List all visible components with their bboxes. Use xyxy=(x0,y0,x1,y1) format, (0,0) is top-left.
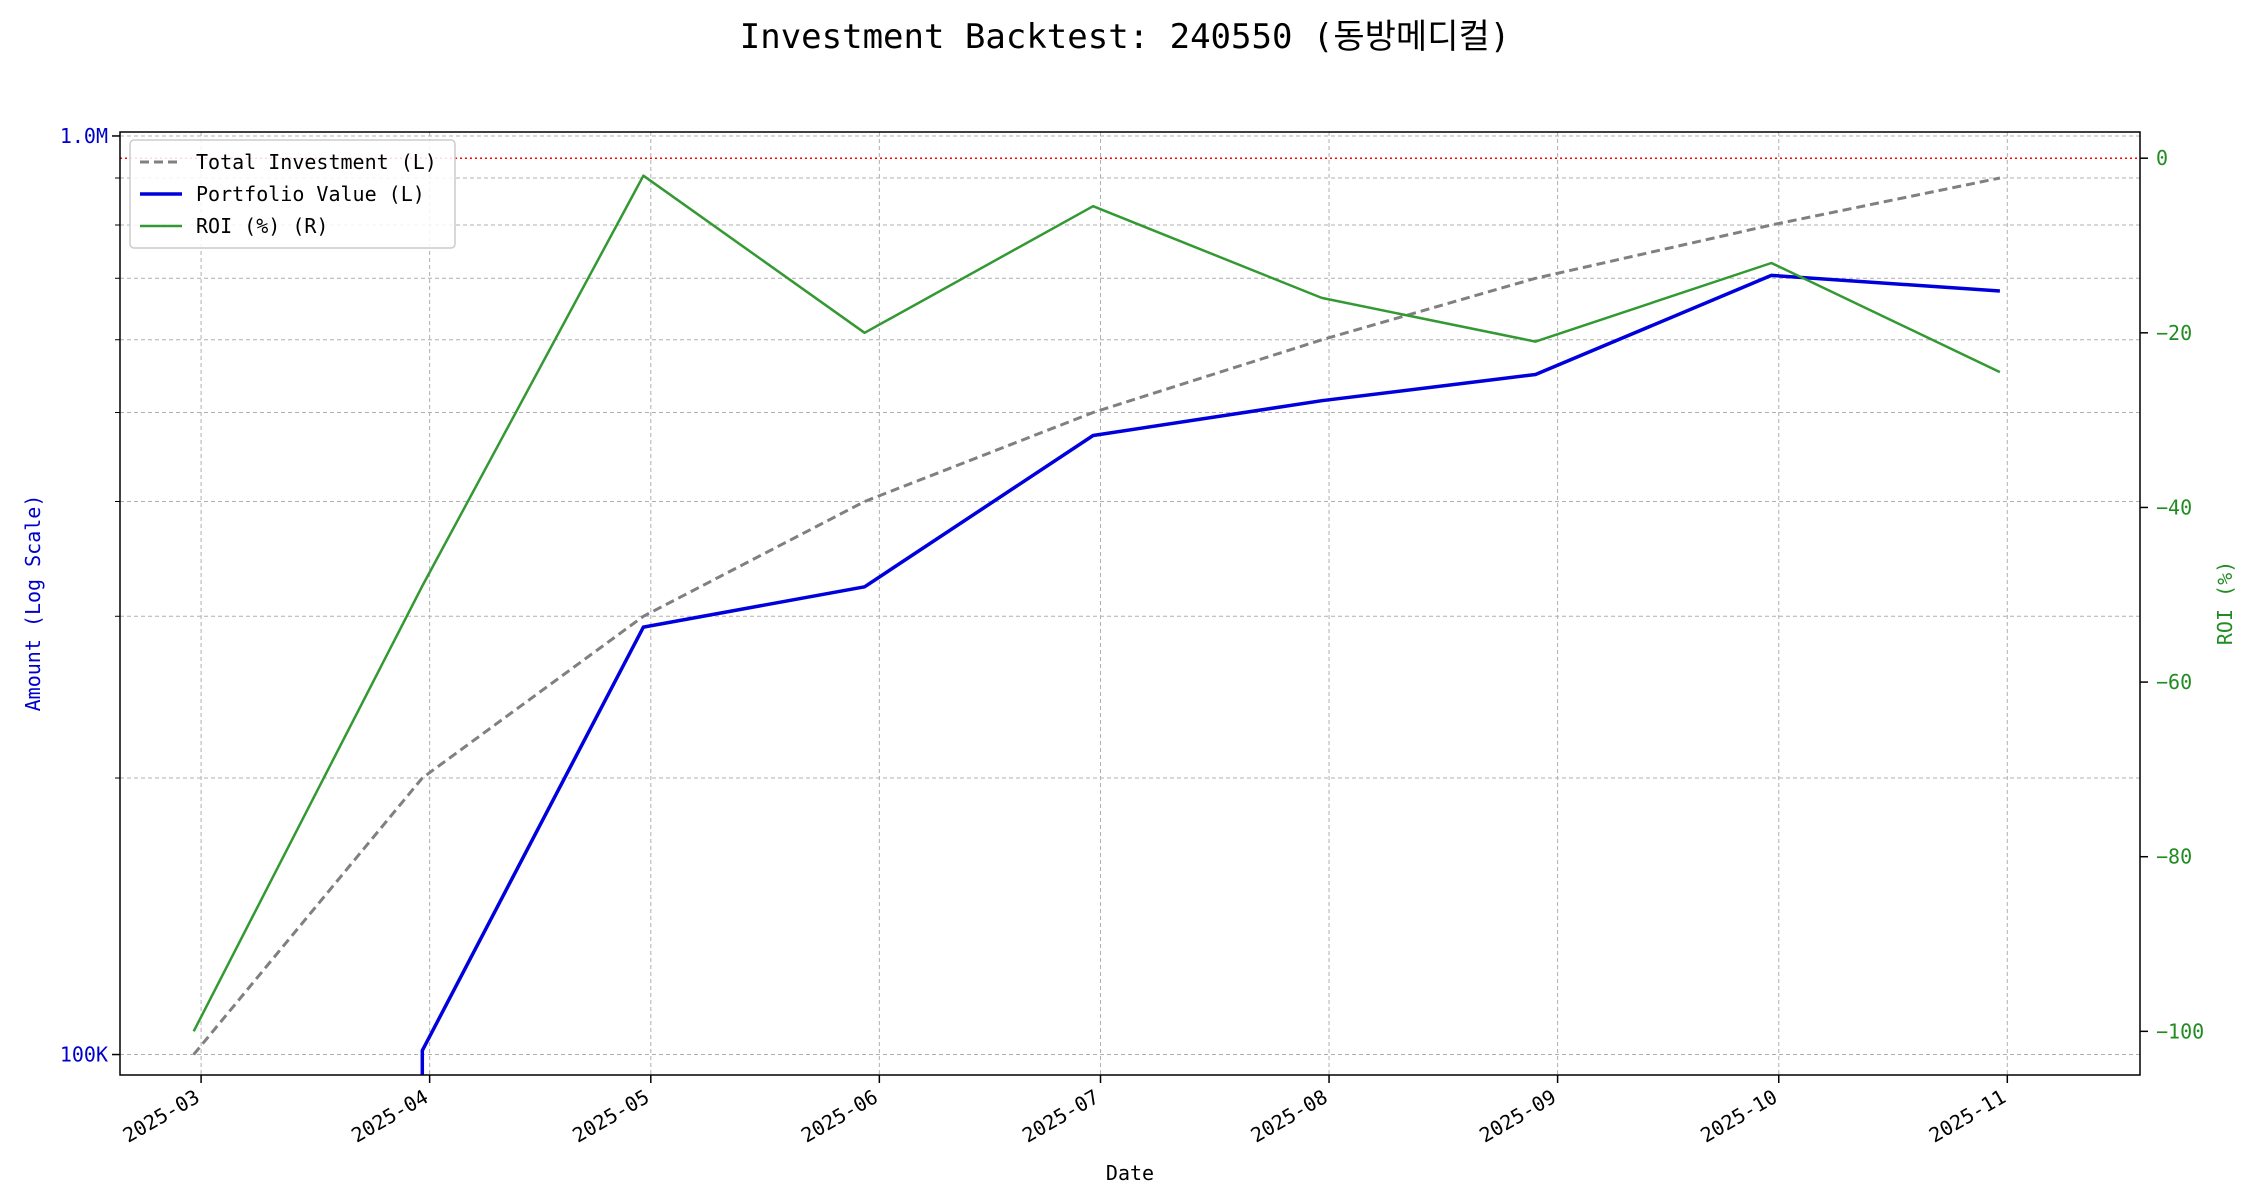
x-tick-label: 2025-07 xyxy=(1018,1085,1103,1148)
legend-box xyxy=(129,139,456,249)
portfolio-value-line xyxy=(420,273,2001,1075)
x-tick-label: 2025-09 xyxy=(1475,1085,1560,1148)
legend-label: Portfolio Value (L) xyxy=(196,182,425,206)
left-axis-ticks: 100K 1.0M xyxy=(60,124,120,1067)
right-tick-label: −40 xyxy=(2156,495,2192,519)
right-axis-ticks: 0 −20 −40 −60 −80 −100 xyxy=(2140,146,2204,1043)
roi-line xyxy=(192,174,2001,1032)
x-tick-label: 2025-06 xyxy=(797,1085,882,1148)
right-tick-label: 0 xyxy=(2156,146,2168,170)
left-axis-label: Amount (Log Scale) xyxy=(21,495,45,712)
left-tick-label: 1.0M xyxy=(60,124,108,148)
legend-label: ROI (%) (R) xyxy=(196,214,328,238)
right-axis-label: ROI (%) xyxy=(2213,561,2237,645)
legend-label: Total Investment (L) xyxy=(196,150,437,174)
right-tick-label: −60 xyxy=(2156,670,2192,694)
x-axis-ticks: 2025-03 2025-04 2025-05 2025-06 2025-07 2025-… xyxy=(119,1075,2010,1147)
right-tick-label: −20 xyxy=(2156,321,2192,345)
right-tick-label: −80 xyxy=(2156,845,2192,869)
x-axis-label: Date xyxy=(1106,1161,1154,1185)
right-tick-label: −100 xyxy=(2156,1019,2204,1043)
x-tick-label: 2025-05 xyxy=(568,1085,653,1148)
total-investment-line xyxy=(192,176,2001,1056)
x-tick-label: 2025-04 xyxy=(347,1085,432,1148)
left-tick-label: 100K xyxy=(60,1043,108,1067)
x-tick-label: 2025-10 xyxy=(1696,1085,1781,1148)
series-lines xyxy=(192,174,2001,1075)
x-tick-label: 2025-11 xyxy=(1925,1085,2010,1148)
gridlines xyxy=(120,132,2140,1075)
x-tick-label: 2025-03 xyxy=(119,1085,204,1148)
plot-frame xyxy=(119,131,2141,1076)
x-tick-label: 2025-08 xyxy=(1247,1085,1332,1148)
chart-title: Investment Backtest: 240550 (동방메디컬) xyxy=(740,17,1511,57)
legend: Total Investment (L) Portfolio Value (L) R… xyxy=(129,139,456,249)
